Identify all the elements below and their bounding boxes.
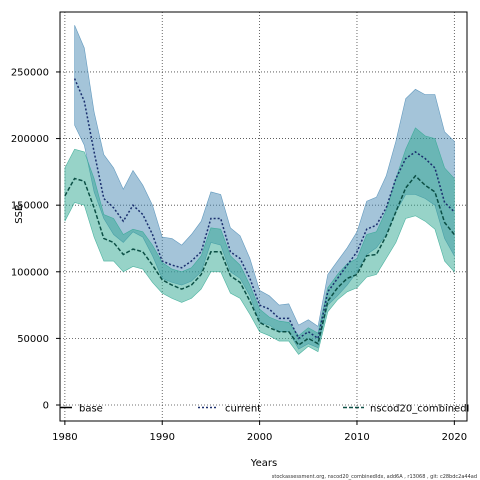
y-tick-label-250000: 250000 — [11, 67, 49, 78]
line-current — [73, 78, 455, 340]
line-nscod20_combinedIdx — [64, 174, 455, 347]
y-tick-label-50000: 50000 — [17, 334, 49, 345]
x-tick-label-2000: 2000 — [247, 432, 272, 443]
legend-label-current: current — [225, 404, 261, 415]
axes: 1980 1990 2000 2010 2020 0 50000 100000 150000 20… — [11, 11, 468, 443]
y-axis-title: SSB — [14, 204, 25, 224]
y-tick-label-150000: 150000 — [11, 201, 49, 212]
y-tick-label-0: 0 — [43, 401, 49, 412]
legend-label-base: base — [79, 404, 103, 415]
band-nscod20_combinedIdx — [64, 127, 455, 355]
confidence-bands — [64, 25, 455, 355]
x-axis-title: Years — [250, 458, 277, 469]
x-tick-label-1990: 1990 — [150, 432, 175, 443]
footer-text: stockassessment.org, nscod20_combinedIdx… — [272, 474, 477, 480]
plot-frame — [59, 11, 468, 422]
series-lines — [64, 78, 455, 347]
y-tick-label-100000: 100000 — [11, 267, 49, 278]
x-tick-label-1980: 1980 — [52, 432, 77, 443]
legend-label-combined: nscod20_combinedI — [370, 404, 470, 415]
legend: base current nscod20_combinedI — [60, 404, 470, 415]
x-tick-label-2010: 2010 — [344, 432, 369, 443]
x-tick-label-2020: 2020 — [442, 432, 467, 443]
y-tick-label-200000: 200000 — [11, 134, 49, 145]
